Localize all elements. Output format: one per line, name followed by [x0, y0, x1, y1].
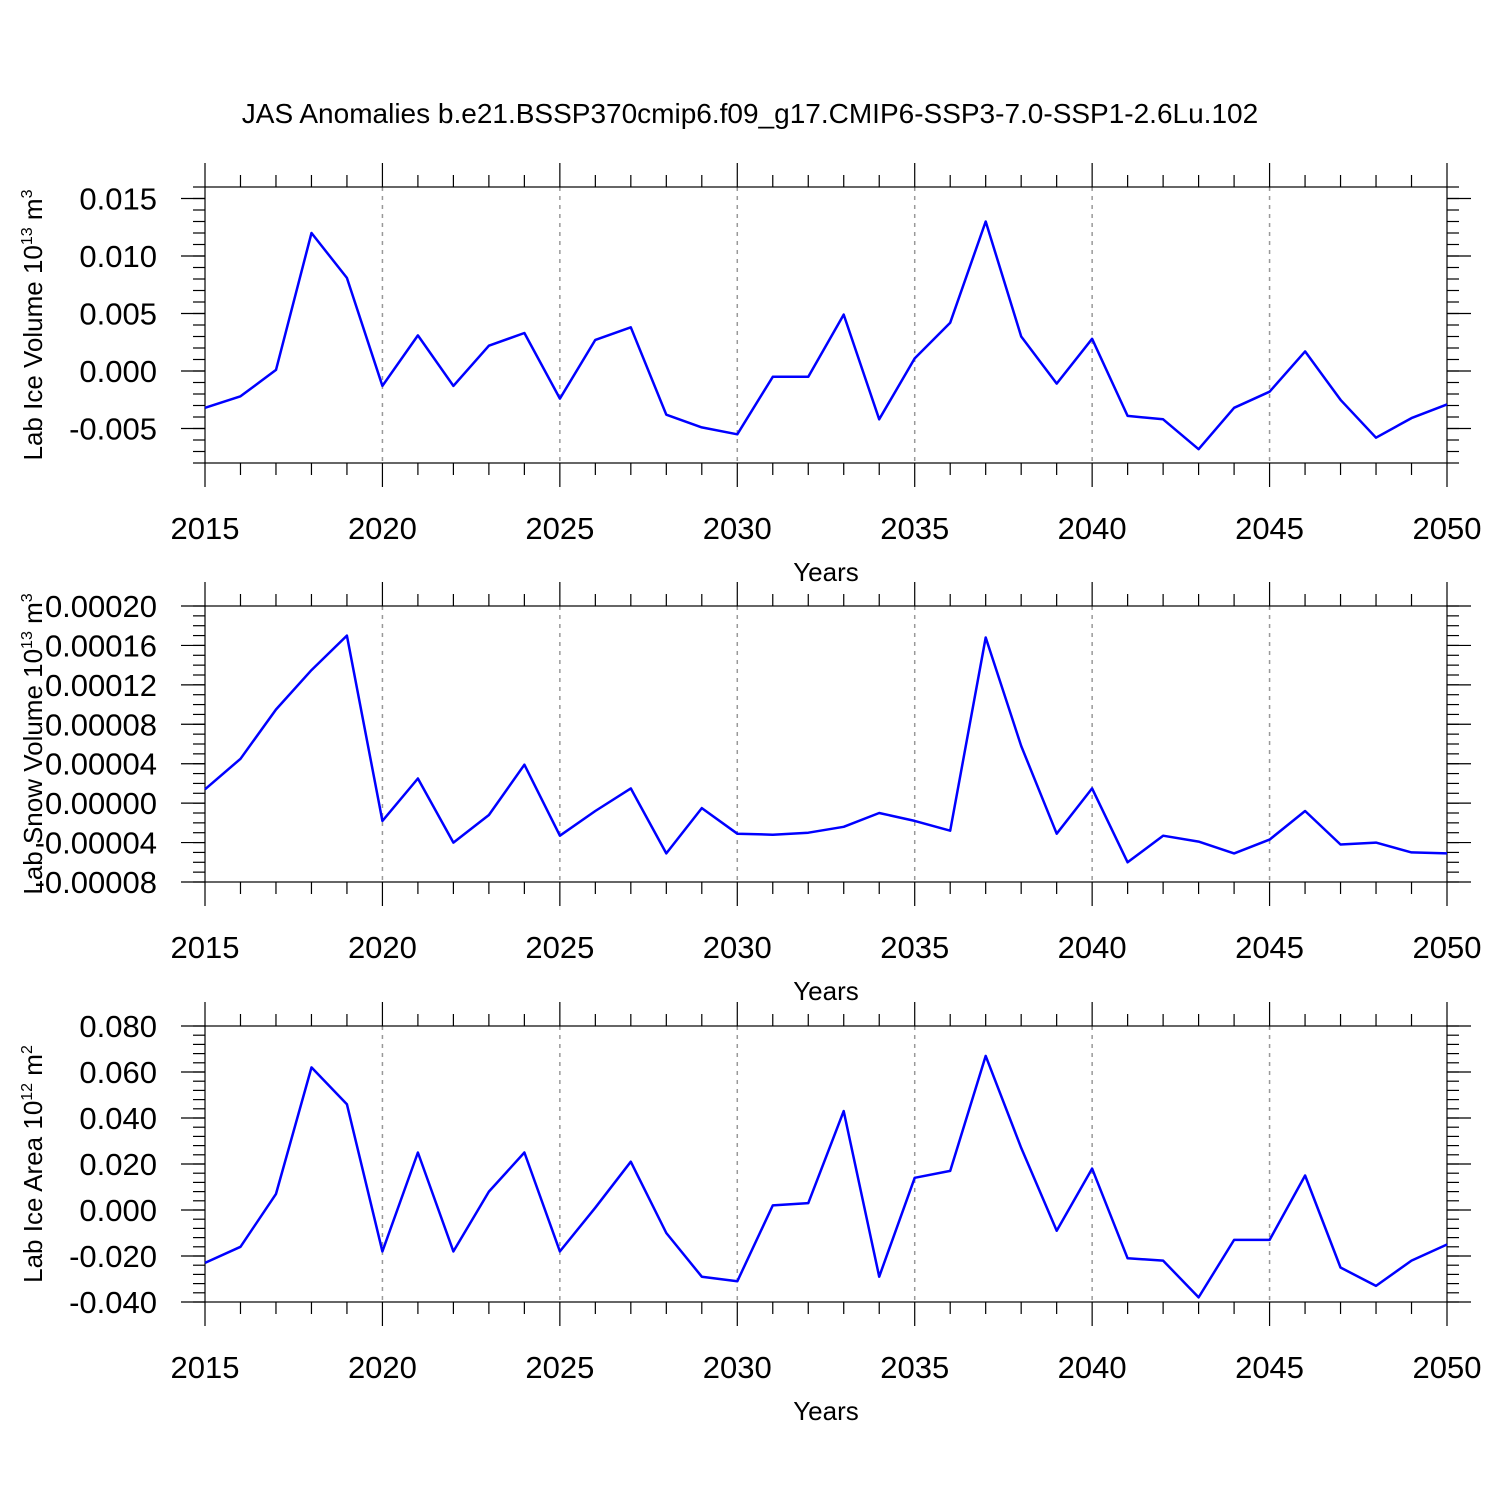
x-tick-label: 2030 [703, 511, 772, 546]
x-tick-label: 2035 [880, 1350, 949, 1385]
figure-title: JAS Anomalies b.e21.BSSP370cmip6.f09_g17… [241, 98, 1259, 129]
y-tick-label: 0.080 [79, 1009, 157, 1044]
y-tick-label: 0.040 [79, 1101, 157, 1136]
x-tick-label: 2040 [1058, 930, 1127, 965]
x-tick-label: 2035 [880, 511, 949, 546]
x-tick-label: 2020 [348, 930, 417, 965]
y-tick-label: 0.00000 [45, 786, 157, 821]
x-tick-label: 2045 [1235, 1350, 1304, 1385]
y-tick-label: 0.00020 [45, 589, 157, 624]
x-tick-label: 2015 [171, 1350, 240, 1385]
series-line [204, 1054, 1448, 1299]
y-axis-label: Lab Ice Volume 1013 m3 [18, 189, 48, 460]
y-tick-label: 0.015 [79, 182, 157, 217]
series-line [204, 220, 1448, 451]
panel-2: -0.00008 -0.00004 0.00000 0.00004 0.00008 0.0… [18, 582, 1481, 1006]
plot-frame [204, 186, 1448, 464]
x-tick-label: 2020 [348, 511, 417, 546]
x-tick-label: 2015 [171, 930, 240, 965]
y-tick-label: 0.00016 [45, 628, 157, 663]
x-axis-label: Years [793, 557, 859, 587]
y-tick-label: 0.060 [79, 1055, 157, 1090]
y-tick-label: 0.005 [79, 297, 157, 332]
x-tick-label: 2045 [1235, 511, 1304, 546]
x-axis-label: Years [793, 1396, 859, 1426]
y-tick-label: 0.00004 [45, 747, 157, 782]
x-tick-label: 2030 [703, 930, 772, 965]
plot-frame [204, 1025, 1448, 1303]
x-tick-label: 2030 [703, 1350, 772, 1385]
x-tick-label: 2050 [1413, 930, 1482, 965]
x-tick-label: 2035 [880, 930, 949, 965]
x-tick-label: 2025 [525, 1350, 594, 1385]
x-tick-label: 2040 [1058, 1350, 1127, 1385]
x-axis-label: Years [793, 976, 859, 1006]
y-tick-label: -0.00008 [35, 865, 157, 900]
x-tick-label: 2050 [1413, 511, 1482, 546]
x-tick-label: 2025 [525, 930, 594, 965]
y-tick-label: -0.005 [69, 412, 157, 447]
x-tick-label: 2045 [1235, 930, 1304, 965]
y-axis-label: Lab Ice Area 1012 m2 [18, 1045, 48, 1283]
y-tick-label: 0.00008 [45, 707, 157, 742]
x-tick-label: 2025 [525, 511, 594, 546]
panel-1: -0.005 0.000 0.005 0.010 0.015 2015 2020 2025 20… [18, 163, 1481, 587]
x-tick-label: 2015 [171, 511, 240, 546]
y-tick-label: -0.040 [69, 1285, 157, 1320]
y-tick-label: 0.000 [79, 354, 157, 389]
x-tick-label: 2020 [348, 1350, 417, 1385]
x-tick-label: 2050 [1413, 1350, 1482, 1385]
series-line [204, 634, 1448, 864]
y-tick-label: 0.010 [79, 239, 157, 274]
y-tick-label: 0.020 [79, 1147, 157, 1182]
y-tick-label: 0.000 [79, 1193, 157, 1228]
y-tick-label: -0.020 [69, 1239, 157, 1274]
x-tick-label: 2040 [1058, 511, 1127, 546]
panel-3: -0.040 -0.020 0.000 0.020 0.040 0.060 0.080 201… [18, 1002, 1481, 1426]
y-tick-label: -0.00004 [35, 826, 157, 861]
plot-frame [204, 605, 1448, 883]
y-axis-label: Lab Snow Volume 1013 m3 [18, 593, 48, 894]
y-tick-label: 0.00012 [45, 668, 157, 703]
